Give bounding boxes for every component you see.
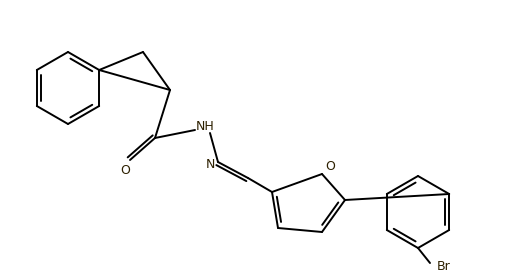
Text: O: O	[120, 163, 130, 177]
Text: N: N	[206, 158, 215, 170]
Text: Br: Br	[437, 261, 451, 273]
Text: NH: NH	[195, 121, 215, 133]
Text: O: O	[325, 160, 335, 172]
